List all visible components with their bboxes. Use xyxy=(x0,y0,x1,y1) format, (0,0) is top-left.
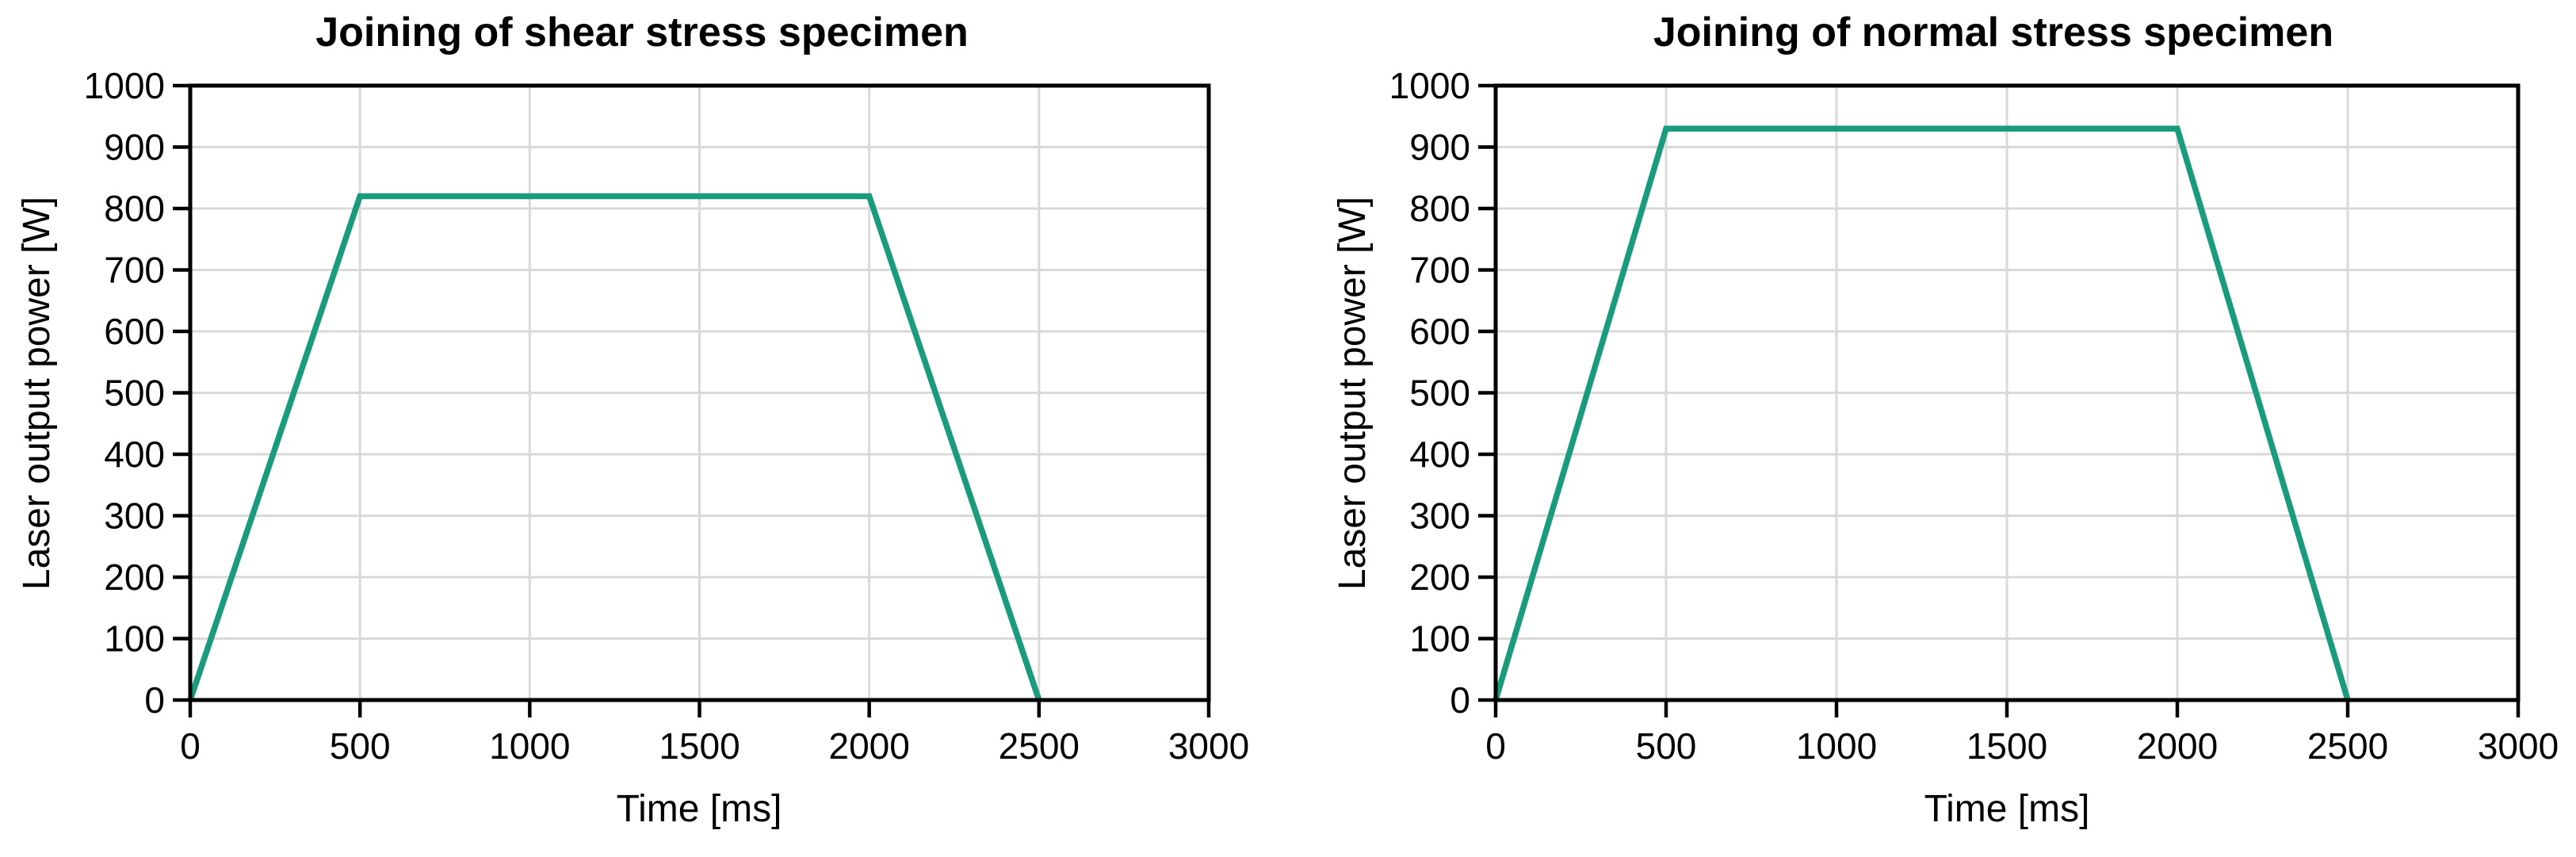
y-tick-label: 800 xyxy=(1409,188,1470,229)
y-tick-label: 0 xyxy=(144,679,165,721)
y-tick-label: 100 xyxy=(104,618,165,660)
y-tick-label: 600 xyxy=(1409,311,1470,352)
y-tick-label: 800 xyxy=(104,188,165,229)
y-tick-label: 100 xyxy=(1409,618,1470,660)
y-tick-label: 700 xyxy=(104,250,165,291)
chart-title: Joining of normal stress specimen xyxy=(1653,10,2333,55)
y-tick-label: 0 xyxy=(1450,679,1470,721)
normal-chart-svg: 0 100 200 300 400 500 600 700 800 900 1000 0 500 1000… xyxy=(1332,10,2559,830)
x-tick-label: 0 xyxy=(180,725,201,767)
y-tick-label: 500 xyxy=(1409,373,1470,414)
y-tick-label: 300 xyxy=(104,495,165,537)
y-axis-title: Laser output power [W] xyxy=(16,197,58,590)
x-tick-label: 1500 xyxy=(659,725,740,767)
x-tick-label: 1000 xyxy=(489,725,570,767)
x-tick-label: 3000 xyxy=(2478,725,2559,767)
series-line xyxy=(1492,125,2351,702)
y-tick-label: 400 xyxy=(1409,434,1470,475)
x-tick-label: 1000 xyxy=(1796,725,1877,767)
x-tick-label: 2000 xyxy=(2137,725,2218,767)
series-line xyxy=(187,193,1042,702)
y-tick-label: 500 xyxy=(104,373,165,414)
x-axis-title: Time [ms] xyxy=(1924,788,2090,830)
y-tick-label: 900 xyxy=(104,127,165,168)
chart-title: Joining of shear stress specimen xyxy=(315,10,969,55)
y-tick-label: 600 xyxy=(104,311,165,352)
y-tick-label: 200 xyxy=(104,557,165,598)
shear-chart-svg: 0 100 200 300 400 500 600 700 800 900 1000 0 500 1000… xyxy=(16,10,1249,830)
y-tick-label: 700 xyxy=(1409,250,1470,291)
y-tick-label: 900 xyxy=(1409,127,1470,168)
x-tick-label: 2500 xyxy=(2307,725,2388,767)
x-tick-label: 500 xyxy=(330,725,391,767)
y-tick-label: 400 xyxy=(104,434,165,475)
shear-stress-chart: 0 100 200 300 400 500 600 700 800 900 1000 0 500 1000… xyxy=(16,10,1249,830)
y-tick-label: 1000 xyxy=(1389,65,1470,106)
x-tick-label: 1500 xyxy=(1966,725,2047,767)
x-axis-title: Time [ms] xyxy=(617,788,782,830)
x-tick-label: 3000 xyxy=(1168,725,1249,767)
y-tick-label: 300 xyxy=(1409,495,1470,537)
y-axis-title: Laser output power [W] xyxy=(1332,197,1374,590)
x-tick-label: 500 xyxy=(1636,725,1697,767)
x-tick-label: 2000 xyxy=(828,725,909,767)
y-tick-label: 1000 xyxy=(84,65,165,106)
x-tick-label: 0 xyxy=(1485,725,1506,767)
normal-stress-chart: 0 100 200 300 400 500 600 700 800 900 1000 0 500 1000… xyxy=(1288,0,2576,857)
x-tick-label: 2500 xyxy=(999,725,1080,767)
y-tick-label: 200 xyxy=(1409,557,1470,598)
